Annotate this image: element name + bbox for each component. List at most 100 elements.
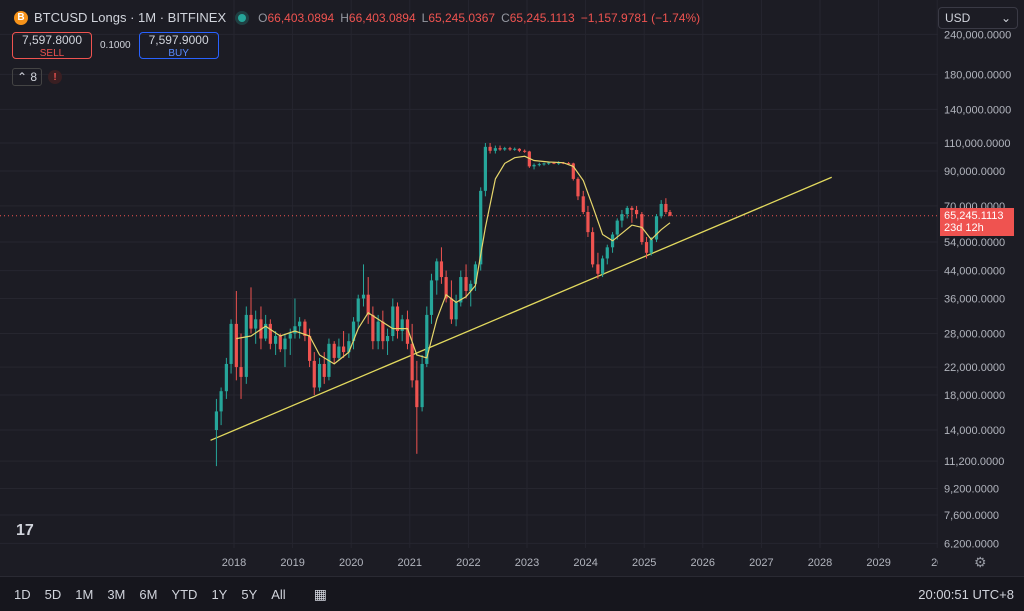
candle-body (483, 146, 487, 191)
candle-body (591, 232, 595, 265)
range-5d[interactable]: 5D (44, 586, 62, 602)
candle-body (254, 319, 258, 329)
trendline (210, 176, 832, 441)
candle-body (322, 363, 326, 377)
candle-body (385, 336, 390, 342)
candle-body (234, 323, 238, 368)
candle-body (351, 321, 356, 342)
bottom-toolbar: 1D 5D 1M 3M 6M YTD 1Y 5Y All ▦ 20:00:51 … (0, 576, 1024, 611)
bitcoin-icon: B (14, 10, 28, 25)
candle-body (366, 294, 370, 315)
price-tick-label: 44,000.0000 (944, 266, 1005, 278)
candle-body (542, 163, 546, 165)
candle-body (347, 341, 351, 353)
chart-area[interactable] (0, 0, 938, 548)
price-tick-label: 7,600.0000 (944, 510, 999, 522)
time-tick-label: 2026 (691, 557, 715, 569)
candle-body (268, 323, 272, 344)
range-1y[interactable]: 1Y (211, 586, 228, 602)
calendar-icon[interactable]: ▦ (313, 585, 327, 602)
currency-value: USD (945, 11, 971, 25)
settings-icon[interactable]: ⚙ (974, 554, 987, 570)
time-tick-label: 2029 (866, 557, 890, 569)
time-tick-label: 2028 (808, 557, 832, 569)
candle-body (454, 302, 458, 320)
time-tick-label: 2020 (339, 557, 363, 569)
price-tick-label: 14,000.0000 (944, 425, 1005, 437)
candle-body (283, 338, 287, 350)
range-all[interactable]: All (271, 586, 286, 602)
candle-body (586, 212, 590, 233)
time-tick-label: 2019 (280, 557, 304, 569)
candle-body (435, 261, 439, 281)
candle-body (239, 367, 243, 377)
sell-button[interactable]: 7,597.8000 SELL (12, 32, 92, 59)
candle-body (410, 343, 414, 381)
range-5y[interactable]: 5Y (241, 586, 258, 602)
candle-body (274, 336, 278, 344)
trade-panel: 7,597.8000 SELL 0.1000 7,597.9000 BUY (12, 32, 219, 59)
candle-body (303, 321, 307, 337)
time-tick-label: 2022 (456, 557, 480, 569)
candle-body (659, 203, 663, 217)
candle-body (596, 264, 600, 274)
candle-body (229, 323, 233, 364)
clock: 20:00:51 UTC+8 (918, 586, 1014, 602)
range-3m[interactable]: 3M (107, 586, 126, 602)
currency-select[interactable]: USD ⌄ (938, 7, 1018, 29)
moving-average-line (236, 155, 671, 365)
price-tick-label: 110,000.0000 (944, 138, 1010, 150)
candle-body (581, 196, 585, 213)
candle-body (605, 247, 609, 259)
price-tick-label: 6,200.0000 (944, 538, 999, 548)
candle-body (425, 314, 429, 364)
candle-body (508, 148, 512, 150)
symbol-title[interactable]: BTCUSD Longs · 1M · BITFINEX (34, 10, 227, 25)
price-change: −1,157.9781 (−1.74%) (580, 10, 701, 25)
candle-body (312, 360, 316, 388)
time-tick-label: 2023 (515, 557, 539, 569)
time-tick-label: 2027 (749, 557, 773, 569)
time-tick-label: 2025 (632, 557, 656, 569)
candle-body (493, 148, 497, 151)
range-1d[interactable]: 1D (14, 586, 31, 602)
candle-body (537, 164, 541, 166)
candle-body (293, 326, 297, 334)
candle-body (449, 298, 454, 320)
range-6m[interactable]: 6M (139, 586, 158, 602)
candle-body (376, 321, 380, 342)
order-quantity[interactable]: 0.1000 (100, 40, 131, 51)
candle-body (395, 306, 400, 332)
ohlc-values: O66,403.0894 H66,403.0894 L65,245.0367 C… (258, 10, 701, 25)
time-tick-label: 2021 (398, 557, 422, 569)
warning-icon[interactable]: ! (48, 70, 63, 84)
candle-body (532, 164, 536, 167)
candle-body (307, 336, 312, 361)
current-price-value: 65,245.1113 (944, 210, 1004, 222)
candle-body (264, 323, 268, 339)
candle-body (479, 190, 483, 265)
current-price-label: 65,245.1113 23d 12h (940, 208, 1014, 236)
candle-body (620, 214, 624, 221)
candle-body (625, 207, 629, 215)
price-scale[interactable]: 240,000.0000 180,000.0000 140,000.0000 110,… (938, 0, 1024, 550)
range-ytd[interactable]: YTD (171, 586, 198, 602)
candle-body (473, 264, 478, 284)
current-price-countdown: 23d 12h (944, 222, 984, 234)
price-chart[interactable] (0, 0, 938, 548)
candle-body (420, 363, 424, 408)
time-scale[interactable]: 2018 2019 2020 2021 2022 2023 2024 2025 2026 2027… (0, 548, 1024, 576)
candle-body (219, 391, 223, 412)
market-status-icon (238, 13, 247, 22)
candle-body (361, 294, 366, 299)
candle-body (444, 277, 448, 299)
candle-body (576, 178, 580, 197)
indicator-count[interactable]: ⌃ 8 (12, 68, 43, 86)
candle-body (615, 220, 619, 235)
price-tick-label: 28,000.0000 (944, 328, 1005, 340)
range-1m[interactable]: 1M (75, 586, 94, 602)
candle-body (464, 277, 468, 291)
buy-button[interactable]: 7,597.9000 BUY (138, 32, 219, 59)
indicators-toggle: ⌃ 8 ! (12, 68, 63, 86)
candle-body (278, 336, 282, 350)
